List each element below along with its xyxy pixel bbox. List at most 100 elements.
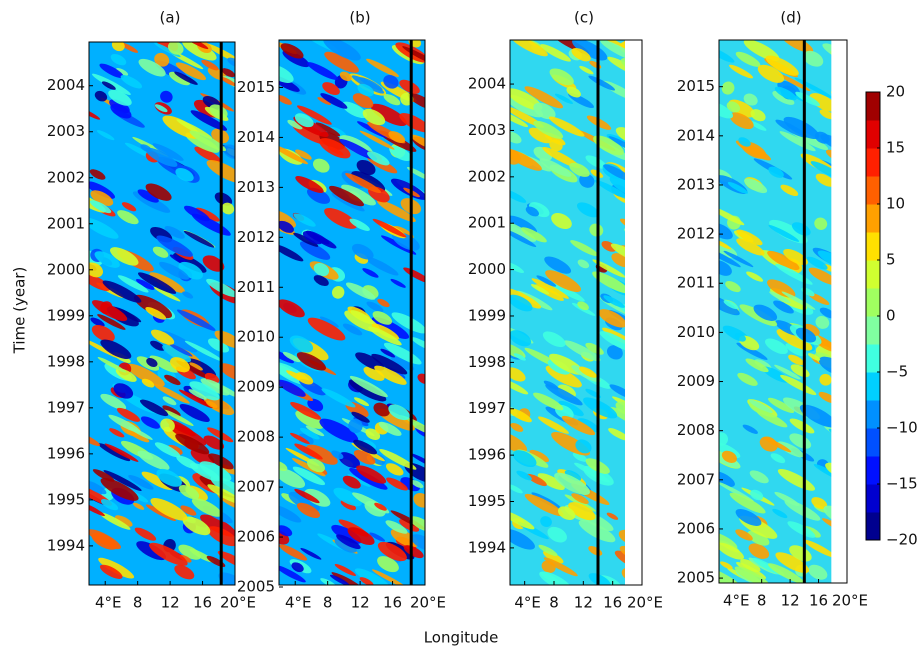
field-blob	[156, 468, 182, 487]
field-blob	[772, 91, 795, 105]
field-blob	[520, 227, 547, 243]
field-blob	[719, 206, 745, 226]
field-blob	[765, 338, 788, 355]
x-tick-label: 8	[133, 594, 143, 612]
field-blob	[359, 577, 374, 585]
field-blob	[324, 207, 358, 229]
masked-strip	[625, 40, 642, 585]
field-blob	[765, 55, 799, 76]
y-tick-label: 2005	[237, 577, 275, 595]
field-blob	[748, 543, 770, 559]
field-blob	[772, 508, 788, 519]
field-blob	[295, 149, 312, 160]
field-blob	[206, 160, 235, 184]
colorbar-swatch	[866, 288, 880, 317]
field-blob	[736, 238, 765, 256]
y-tick-label: 1995	[468, 492, 506, 510]
field-blob	[746, 271, 764, 282]
field-blob	[399, 519, 420, 532]
field-blob	[189, 381, 220, 401]
field-blob	[603, 295, 625, 308]
y-tick-label: 1996	[468, 446, 506, 464]
field-blob	[293, 213, 316, 227]
field-blob	[719, 260, 732, 276]
field-blob	[89, 502, 105, 517]
colorbar-tick-label: 20	[886, 83, 905, 101]
field-blob	[117, 275, 149, 293]
colorbar-swatch	[866, 512, 880, 541]
field-blob	[279, 468, 306, 488]
field-blob	[98, 557, 135, 579]
field-blob	[357, 121, 388, 138]
field-blob	[334, 538, 357, 553]
field-blob	[189, 462, 221, 482]
masked-strip	[831, 40, 847, 583]
field-blob	[808, 267, 838, 286]
field-blob	[100, 477, 139, 501]
field-blob	[783, 116, 820, 140]
field-blob	[305, 425, 325, 437]
field-blob	[729, 112, 754, 130]
field-blob	[353, 439, 378, 455]
field-blob	[589, 223, 604, 237]
field-blob	[385, 520, 408, 534]
field-blob	[410, 534, 425, 552]
field-blob	[159, 261, 190, 280]
field-blob	[307, 398, 324, 412]
field-blob	[227, 57, 235, 68]
field-blob	[221, 202, 235, 215]
field-blob	[390, 278, 406, 288]
field-blob	[279, 244, 304, 262]
field-blob	[545, 365, 582, 388]
field-blob	[592, 271, 630, 294]
field-blob	[153, 383, 190, 404]
field-blob	[734, 332, 746, 342]
field-blob	[304, 488, 331, 507]
field-blob	[296, 352, 327, 371]
field-blob	[538, 544, 558, 556]
field-blob	[363, 366, 385, 381]
field-blob	[767, 563, 804, 583]
colorbar-swatch	[866, 344, 880, 373]
x-tick-label: 4°E	[285, 594, 312, 612]
field-blob	[89, 217, 119, 239]
field-blob	[162, 405, 181, 417]
field-blob	[128, 475, 154, 490]
field-blob	[513, 353, 526, 361]
field-blob	[179, 403, 210, 423]
field-blob	[170, 357, 190, 373]
field-blob	[336, 534, 361, 550]
field-blob	[296, 372, 314, 385]
field-blob	[579, 65, 594, 75]
panel-title: (c)	[574, 9, 594, 27]
field-blob	[99, 512, 131, 530]
field-blob	[379, 448, 417, 470]
field-blob	[294, 488, 320, 504]
field-blob	[103, 470, 142, 491]
field-blob	[359, 130, 395, 150]
field-blob	[592, 259, 626, 278]
field-blob	[549, 139, 563, 152]
field-blob	[787, 521, 816, 538]
field-blob	[296, 105, 332, 125]
field-blob	[331, 572, 364, 585]
field-blob	[371, 569, 407, 585]
field-blob	[141, 471, 174, 491]
field-blob	[561, 415, 596, 436]
panel-title: (a)	[160, 9, 181, 27]
field-blob	[774, 86, 797, 101]
field-blob	[97, 314, 126, 330]
field-blob	[799, 404, 837, 428]
field-blob	[150, 498, 188, 521]
field-blob	[117, 210, 139, 225]
field-blob	[537, 473, 565, 490]
field-blob	[214, 192, 233, 206]
field-blob	[417, 373, 425, 384]
field-blob	[320, 93, 348, 109]
field-blob	[169, 343, 193, 357]
field-blob	[774, 491, 800, 507]
field-blob	[154, 442, 181, 458]
field-blob	[564, 469, 582, 482]
y-tick-label: 1996	[47, 444, 85, 462]
field-blob	[296, 502, 321, 518]
